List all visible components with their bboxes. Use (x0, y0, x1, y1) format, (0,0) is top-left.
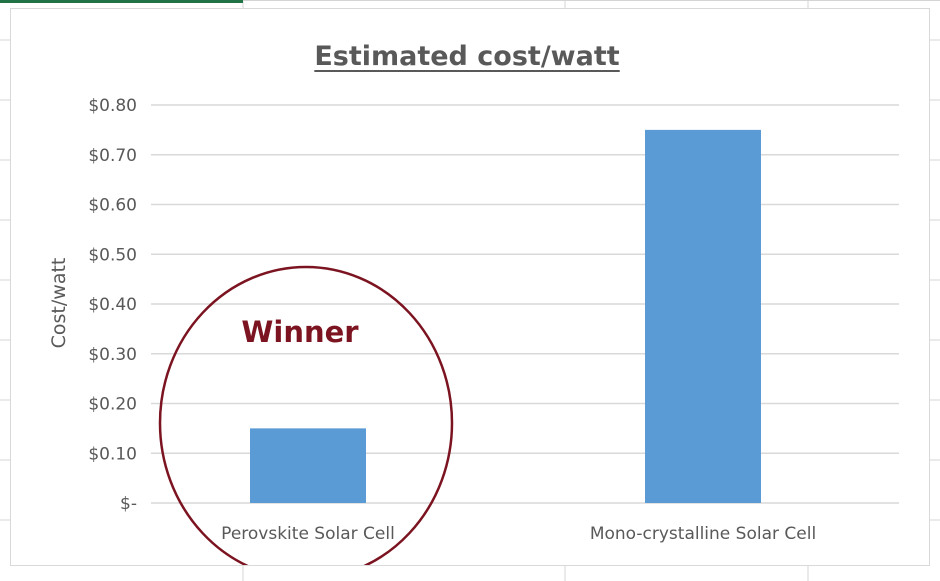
chart-title: Estimated cost/watt (314, 41, 619, 72)
bar-chart: Estimated cost/watt Cost/watt $- $0.10 $0.… (48, 41, 899, 565)
y-tick-label: $- (120, 494, 137, 514)
winner-ellipse (158, 265, 454, 565)
y-axis-ticks: $- $0.10 $0.20 $0.30 $0.40 $0.50 $0.60 $0.70 $0.… (88, 96, 137, 514)
bars (250, 129, 761, 503)
bar-perovskite-solar-cell (250, 428, 366, 503)
y-tick-label: $0.30 (88, 345, 137, 365)
y-tick-label: $0.20 (88, 395, 137, 415)
y-tick-label: $0.40 (88, 295, 137, 315)
x-axis-categories: Perovskite Solar Cell Mono-crystalline So… (221, 524, 816, 544)
y-tick-label: $0.60 (88, 196, 137, 216)
y-tick-label: $0.50 (88, 245, 137, 265)
y-tick-label: $0.80 (88, 96, 137, 116)
bar-mono-crystalline-solar-cell (645, 129, 761, 503)
y-axis-label: Cost/watt (48, 258, 70, 349)
winner-annotation: Winner (158, 265, 454, 565)
y-tick-label: $0.10 (88, 444, 137, 464)
x-category-label: Perovskite Solar Cell (221, 524, 395, 544)
winner-label: Winner (241, 315, 359, 349)
chart-area[interactable]: Estimated cost/watt Cost/watt $- $0.10 $0.… (10, 8, 930, 566)
y-tick-label: $0.70 (88, 146, 137, 166)
x-category-label: Mono-crystalline Solar Cell (590, 524, 816, 544)
